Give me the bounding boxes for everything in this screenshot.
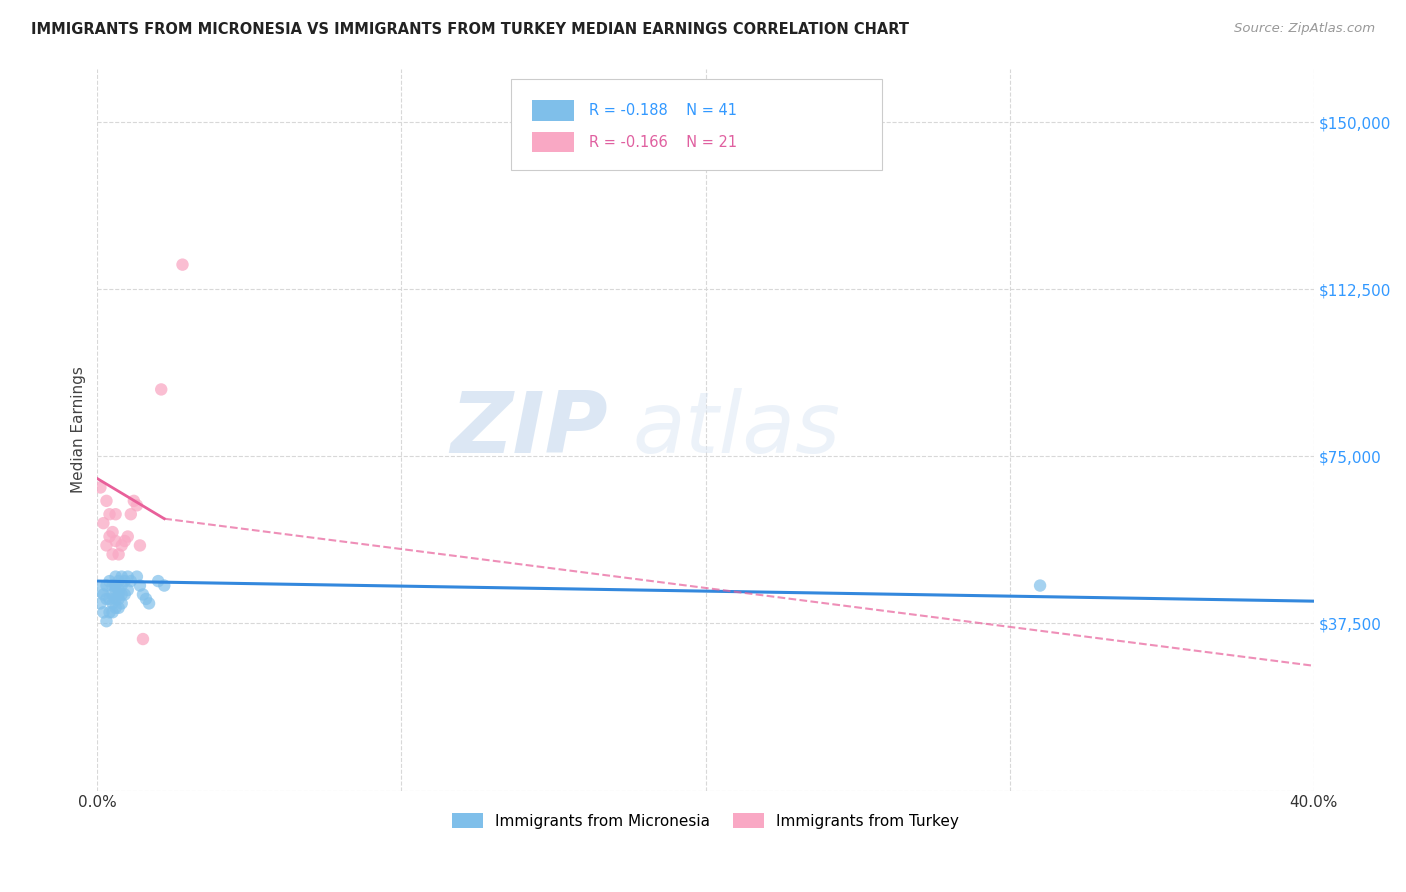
Y-axis label: Median Earnings: Median Earnings <box>72 366 86 493</box>
Point <box>96 538 118 552</box>
Point <box>111 578 134 592</box>
Point <box>98 529 121 543</box>
Point <box>1029 578 1052 592</box>
Point <box>107 600 129 615</box>
Point <box>125 569 148 583</box>
Point <box>101 547 124 561</box>
Point <box>104 578 127 592</box>
Point <box>129 578 152 592</box>
Point <box>111 538 134 552</box>
FancyBboxPatch shape <box>531 100 574 120</box>
Point <box>150 383 173 397</box>
Point <box>96 614 118 628</box>
Point <box>111 587 134 601</box>
FancyBboxPatch shape <box>531 132 574 153</box>
Text: R = -0.188    N = 41: R = -0.188 N = 41 <box>589 103 737 118</box>
Point <box>101 524 124 539</box>
Point <box>104 582 127 597</box>
Point <box>101 578 124 592</box>
Text: IMMIGRANTS FROM MICRONESIA VS IMMIGRANTS FROM TURKEY MEDIAN EARNINGS CORRELATION: IMMIGRANTS FROM MICRONESIA VS IMMIGRANTS… <box>31 22 908 37</box>
Point <box>98 605 121 619</box>
Point <box>135 591 157 606</box>
Point <box>96 578 118 592</box>
Point <box>93 516 115 530</box>
Text: ZIP: ZIP <box>450 388 609 471</box>
Point <box>107 591 129 606</box>
Point <box>107 547 129 561</box>
Point <box>98 574 121 588</box>
Point <box>138 596 160 610</box>
Point <box>117 569 139 583</box>
Point <box>114 574 136 588</box>
Point <box>104 508 127 522</box>
Point <box>114 587 136 601</box>
Point <box>146 574 169 588</box>
Point <box>98 591 121 606</box>
Point <box>98 508 121 522</box>
Point <box>117 529 139 543</box>
Point <box>101 605 124 619</box>
Point <box>122 494 145 508</box>
Point <box>107 587 129 601</box>
Point <box>117 582 139 597</box>
Text: R = -0.166    N = 21: R = -0.166 N = 21 <box>589 135 737 150</box>
Point <box>120 508 142 522</box>
Point <box>132 632 155 646</box>
Point <box>153 578 176 592</box>
Point <box>111 569 134 583</box>
Point <box>111 596 134 610</box>
Point <box>125 499 148 513</box>
Text: atlas: atlas <box>633 388 841 471</box>
Point <box>104 533 127 548</box>
Point <box>114 533 136 548</box>
Point <box>93 587 115 601</box>
Point <box>104 569 127 583</box>
Point <box>107 574 129 588</box>
Point <box>104 600 127 615</box>
Point <box>132 587 155 601</box>
FancyBboxPatch shape <box>510 79 882 169</box>
Point <box>120 574 142 588</box>
Point <box>129 538 152 552</box>
Legend: Immigrants from Micronesia, Immigrants from Turkey: Immigrants from Micronesia, Immigrants f… <box>446 807 965 835</box>
Point <box>101 587 124 601</box>
Point <box>93 605 115 619</box>
Text: Source: ZipAtlas.com: Source: ZipAtlas.com <box>1234 22 1375 36</box>
Point <box>96 494 118 508</box>
Point <box>172 258 194 272</box>
Point <box>101 596 124 610</box>
Point <box>89 596 111 610</box>
Point <box>96 591 118 606</box>
Point <box>89 582 111 597</box>
Point <box>89 481 111 495</box>
Point <box>104 591 127 606</box>
Point <box>107 582 129 597</box>
